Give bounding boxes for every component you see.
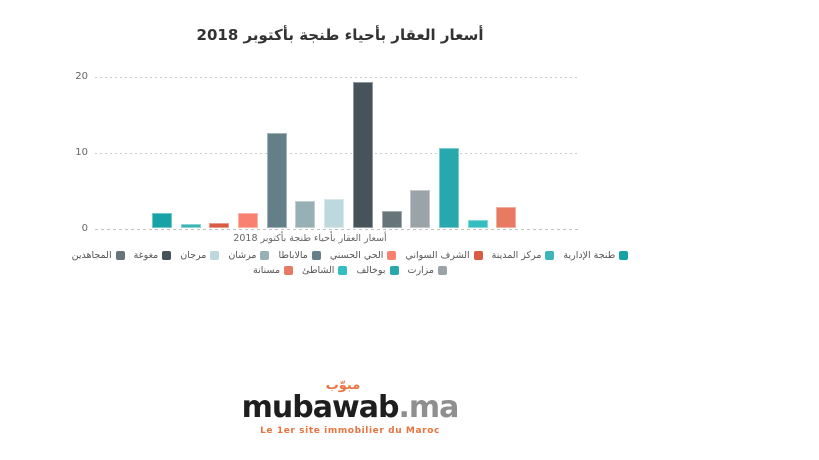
brand-tld: .ma — [398, 390, 459, 425]
plot-area — [95, 77, 578, 230]
legend-swatch — [260, 251, 270, 260]
legend-item[interactable]: مغوغة — [134, 250, 172, 261]
legend-label: الشاطئ — [302, 265, 335, 276]
legend-label: الشرف السواني — [405, 250, 470, 261]
chart-bar[interactable] — [381, 211, 402, 228]
y-axis-tick-label: 10 — [75, 147, 88, 158]
legend-item[interactable]: الحي الحسني — [330, 250, 397, 261]
chart-bar[interactable] — [496, 206, 517, 228]
legend-swatch — [311, 251, 321, 260]
legend-item[interactable]: الشاطئ — [302, 265, 348, 276]
chart-title: أسعار العقار بأحياء طنجة بأكتوبر 2018 — [196, 26, 484, 44]
chart-bar[interactable] — [238, 212, 259, 228]
y-axis-tick-label: 20 — [75, 71, 88, 82]
legend-row: طنجة الإدارية مركز المدينة الشرف السواني ال… — [72, 250, 629, 261]
gridline — [95, 229, 578, 230]
legend-label: بوخالف — [356, 265, 386, 276]
chart-bar[interactable] — [180, 224, 201, 228]
chart-bar[interactable] — [295, 200, 316, 228]
chart-bar[interactable] — [410, 190, 431, 228]
legend-swatch — [162, 251, 172, 260]
legend-swatch — [284, 266, 294, 275]
gridline — [95, 77, 578, 78]
legend-swatch — [115, 251, 125, 260]
legend-label: مركز المدينة — [491, 250, 542, 261]
chart-bar[interactable] — [324, 199, 345, 228]
legend-item[interactable]: الشرف السواني — [405, 250, 483, 261]
legend-swatch — [387, 251, 397, 260]
chart-bar[interactable] — [438, 148, 459, 228]
legend-swatch — [338, 266, 348, 275]
bars-group — [152, 82, 517, 228]
mubawab-logo: مبوّب mubawab.ma Le 1er site immobilier … — [240, 379, 460, 436]
gridline — [95, 153, 578, 154]
legend-label: مسنانة — [252, 265, 281, 276]
brand-name: mubawab — [241, 390, 400, 425]
legend-item[interactable]: بوخالف — [356, 265, 399, 276]
legend-row: مزارت بوخالف الشاطئ مسنانة — [252, 265, 448, 276]
y-axis-tick-label: 0 — [81, 223, 88, 234]
legend-label: طنجة الإدارية — [563, 250, 616, 261]
legend-swatch — [619, 251, 629, 260]
legend-swatch — [545, 251, 555, 260]
legend-item[interactable]: مسنانة — [252, 265, 294, 276]
chart-bar[interactable] — [467, 220, 488, 228]
legend-item[interactable]: مالاباطا — [278, 250, 321, 261]
legend-item[interactable]: مزارت — [408, 265, 448, 276]
chart-bar[interactable] — [352, 82, 373, 228]
legend-swatch — [438, 266, 448, 275]
legend: طنجة الإدارية مركز المدينة الشرف السواني ال… — [0, 250, 700, 276]
legend-label: مغوغة — [133, 250, 159, 261]
chart-bar[interactable] — [266, 133, 287, 228]
legend-label: المجاهدين — [71, 250, 112, 261]
legend-label: مرجان — [180, 250, 207, 261]
legend-item[interactable]: مرشان — [228, 250, 270, 261]
x-axis-title: أسعار العقار بأحياء طنجة بأكتوبر 2018 — [233, 233, 387, 244]
legend-item[interactable]: المجاهدين — [72, 250, 125, 261]
legend-item[interactable]: مرجان — [180, 250, 220, 261]
legend-item[interactable]: طنجة الإدارية — [563, 250, 629, 261]
chart-bar[interactable] — [209, 223, 230, 228]
legend-label: مزارت — [407, 265, 435, 276]
brand-wordmark: mubawab.ma — [241, 390, 460, 425]
brand-tagline: Le 1er site immobilier du Maroc — [260, 426, 440, 436]
legend-swatch — [389, 266, 399, 275]
legend-label: مرشان — [228, 250, 257, 261]
legend-item[interactable]: مركز المدينة — [492, 250, 555, 261]
chart-bar[interactable] — [152, 212, 172, 228]
legend-label: مالاباطا — [278, 250, 308, 261]
legend-swatch — [473, 251, 483, 260]
legend-label: الحي الحسني — [329, 250, 384, 261]
legend-swatch — [210, 251, 220, 260]
logo-arabic-word: مبوّب — [325, 378, 361, 393]
